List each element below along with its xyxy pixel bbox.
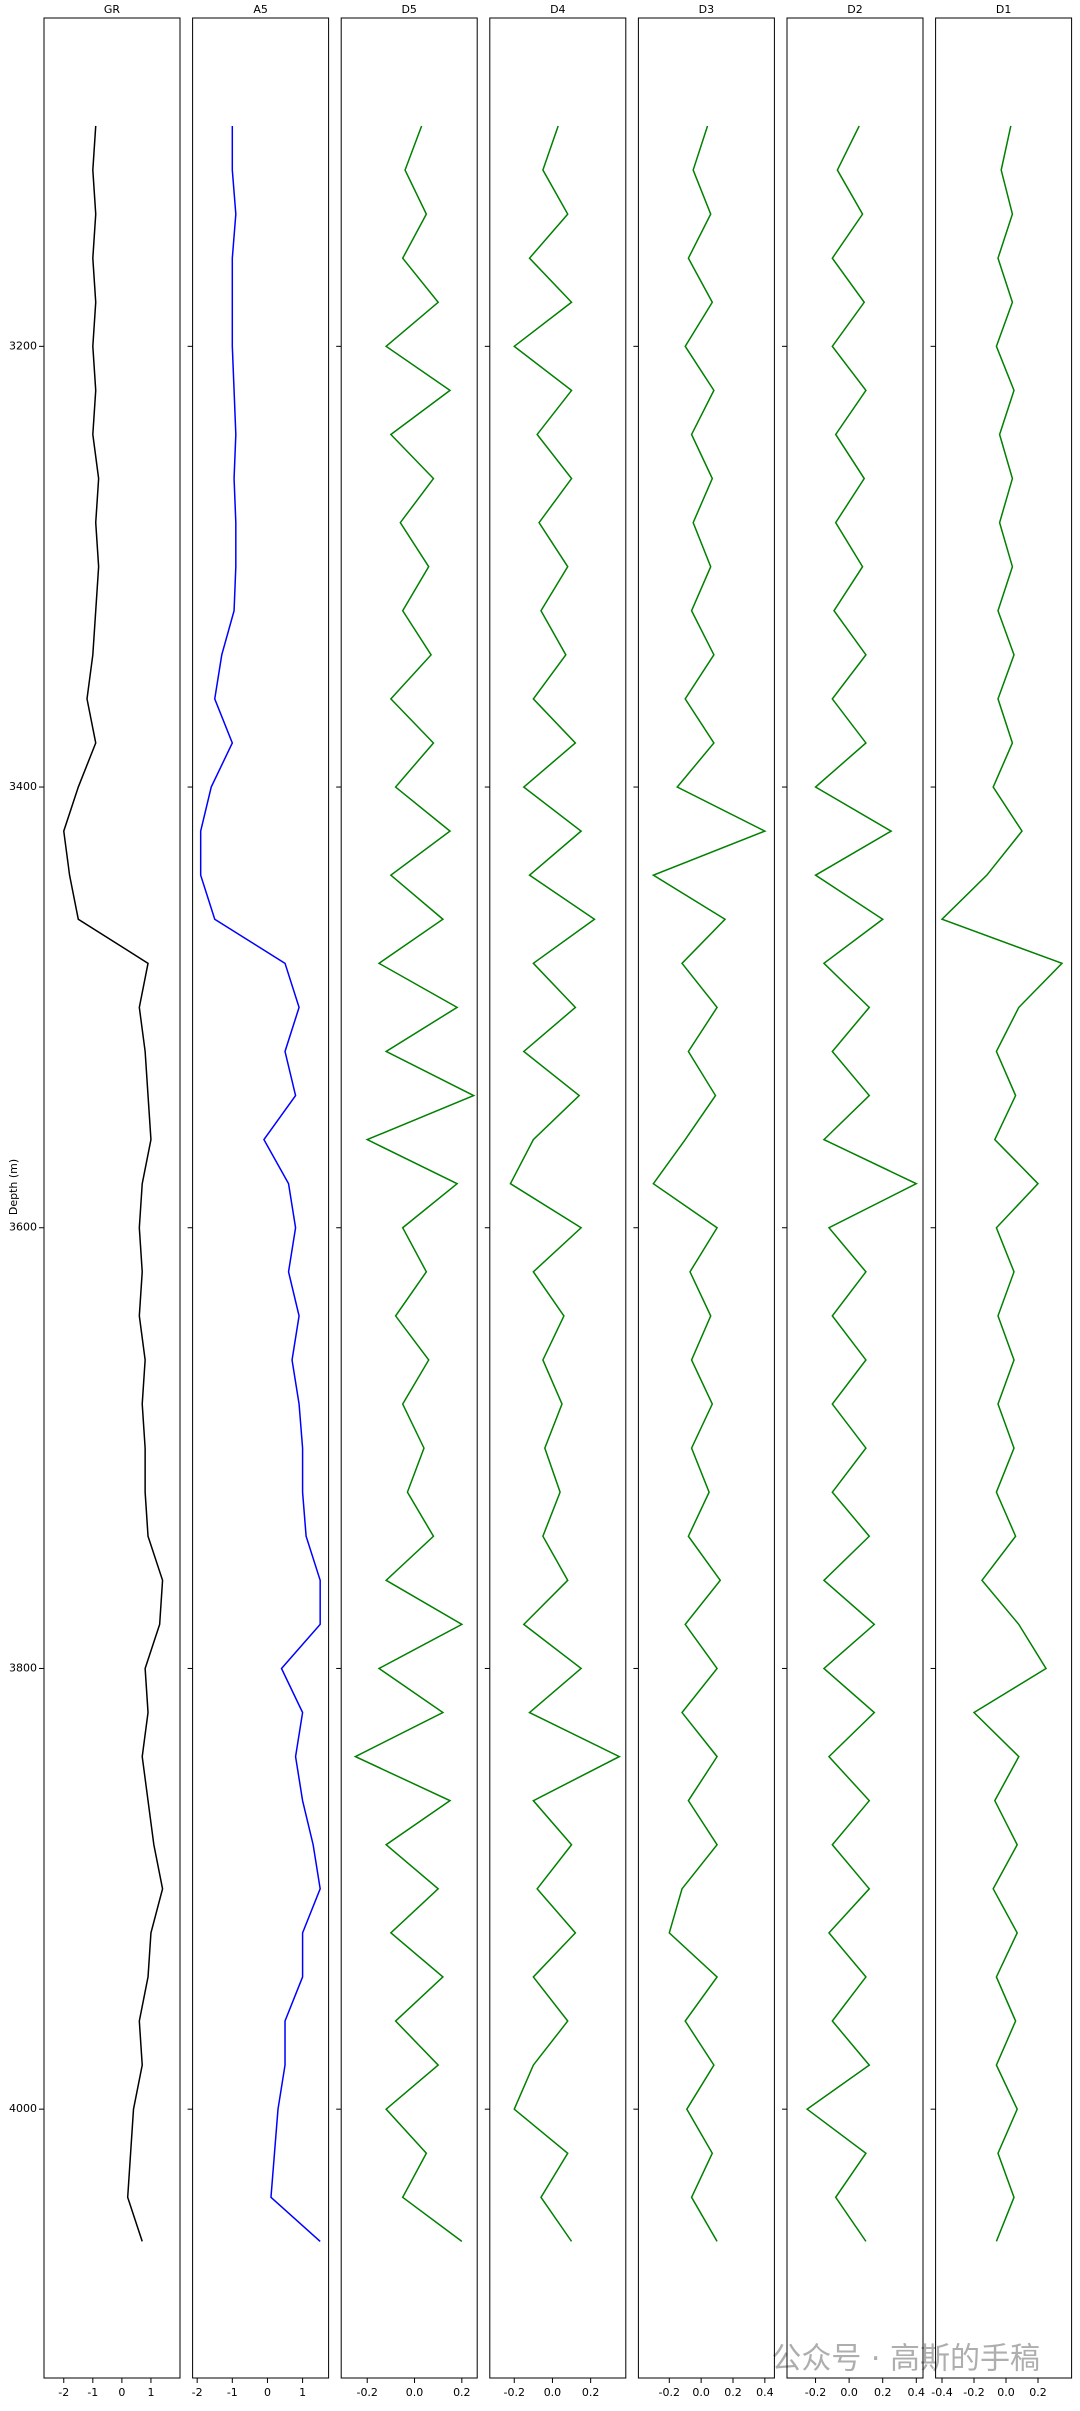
y-axis-label: Depth (m) [7,1159,20,1215]
track-frame [935,17,1073,2379]
y-tick-label: 3800 [9,1661,37,1674]
log-curve [940,125,1064,2242]
track-title: D2 [847,3,862,16]
track-frame [489,17,627,2379]
x-tick-label: 0.2 [582,2386,600,2399]
x-tick-label: 0.0 [406,2386,424,2399]
x-tick-label: -1 [87,2386,98,2399]
x-tick-label: 0.2 [1029,2386,1047,2399]
track-title: D3 [699,3,714,16]
log-curve [199,125,321,2242]
x-tick-label: 0.2 [724,2386,742,2399]
log-curve [805,125,918,2242]
x-tick-label: -0.4 [931,2386,952,2399]
track-frame [340,17,478,2379]
track-frame [43,17,181,2379]
x-tick-label: 1 [299,2386,306,2399]
x-tick-label: 0.0 [840,2386,858,2399]
y-tick-label: 3600 [9,1221,37,1234]
track-title: D1 [996,3,1011,16]
x-tick-label: -2 [58,2386,69,2399]
y-tick-label: 3400 [9,780,37,793]
track-title: A5 [253,3,268,16]
track-frame [192,17,330,2379]
x-tick-label: -1 [227,2386,238,2399]
x-tick-label: 0.0 [544,2386,562,2399]
y-tick-label: 4000 [9,2102,37,2115]
x-tick-label: 0.2 [453,2386,471,2399]
x-tick-label: 0.2 [874,2386,892,2399]
track-title: GR [104,3,121,16]
x-tick-label: 1 [147,2386,154,2399]
y-tick-label: 3200 [9,339,37,352]
track-frame [637,17,775,2379]
x-tick-label: 0 [118,2386,125,2399]
log-curve [651,125,767,2242]
watermark: 公众号 · 高斯的手稿 [771,2342,1040,2377]
log-curve [353,125,476,2242]
track-frame [786,17,924,2379]
track-title: D5 [401,3,416,16]
log-curve [509,125,621,2242]
log-curve [62,125,164,2242]
x-tick-label: -0.2 [805,2386,826,2399]
x-tick-label: 0.4 [908,2386,926,2399]
x-tick-label: -2 [192,2386,203,2399]
track-title: D4 [550,3,565,16]
x-tick-label: 0.4 [756,2386,774,2399]
x-tick-label: 0 [264,2386,271,2399]
x-tick-label: -0.2 [504,2386,525,2399]
x-tick-label: -0.2 [659,2386,680,2399]
x-tick-label: -0.2 [963,2386,984,2399]
x-tick-label: 0.0 [997,2386,1015,2399]
x-tick-label: 0.0 [692,2386,710,2399]
x-tick-label: -0.2 [356,2386,377,2399]
